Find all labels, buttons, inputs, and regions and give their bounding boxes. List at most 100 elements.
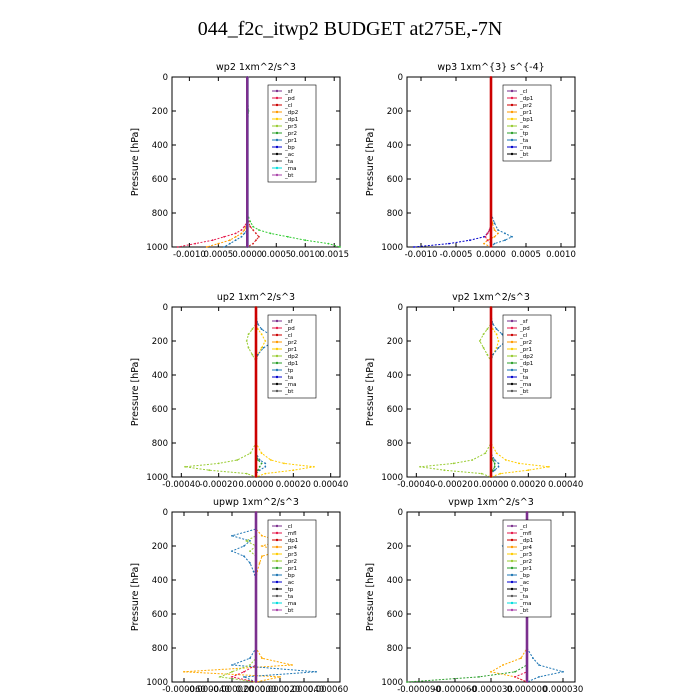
- legend-marker: [275, 608, 279, 612]
- legend-label: _ma: [284, 601, 296, 607]
- legend-label: _ma: [519, 601, 531, 607]
- data-point: [217, 462, 220, 465]
- x-tick-label: -0.00040: [162, 480, 200, 490]
- x-tick-label: -0.0005: [440, 250, 473, 260]
- legend-label: _ma: [519, 145, 531, 151]
- y-axis-label: Pressure [hPa]: [130, 128, 141, 196]
- data-point: [490, 212, 492, 214]
- data-point: [258, 465, 261, 468]
- data-point: [313, 465, 315, 468]
- y-tick-label: 400: [152, 576, 168, 586]
- data-point: [260, 333, 263, 336]
- legend-marker: [510, 96, 514, 100]
- data-point: [208, 469, 211, 472]
- data-point: [255, 545, 257, 547]
- data-point: [484, 452, 487, 455]
- y-tick-label: 1000: [146, 473, 168, 483]
- chart-svg: vpwp 1xm^2/s^3 0 200 400 600 800 1000-0.000090…: [365, 497, 583, 695]
- data-point: [255, 657, 257, 660]
- data-point: [246, 212, 249, 214]
- legend-marker: [275, 531, 279, 535]
- y-tick-label: 400: [152, 371, 168, 381]
- legend-label: _pr4: [284, 545, 298, 551]
- data-point: [249, 452, 252, 455]
- chart-svg: upwp 1xm^2/s^3 0 200 400 600 800 1000-0.000060…: [130, 497, 348, 695]
- legend-marker: [510, 347, 514, 351]
- legend-label: _cl: [519, 524, 528, 530]
- legend-marker: [510, 103, 514, 107]
- data-point: [176, 246, 179, 248]
- y-tick-label: 600: [152, 175, 168, 185]
- data-point: [490, 235, 492, 238]
- legend-label: _tp: [284, 587, 294, 593]
- legend-label: _dp2: [284, 110, 298, 116]
- vpwp-chart: vpwp 1xm^2/s^3 0 200 400 600 800 1000 -0.000090…: [355, 490, 605, 695]
- data-point: [483, 242, 485, 245]
- data-point: [514, 670, 516, 673]
- data-point: [255, 408, 257, 410]
- data-point: [327, 242, 330, 245]
- data-point: [413, 246, 415, 248]
- legend-marker: [275, 152, 279, 156]
- data-point: [255, 476, 257, 478]
- legend-label: _bt: [284, 608, 294, 614]
- data-point: [258, 459, 261, 461]
- y-tick-label: 1000: [381, 473, 403, 483]
- data-point: [492, 459, 494, 461]
- data-point: [497, 346, 500, 349]
- data-point: [495, 328, 498, 330]
- data-point: [501, 333, 504, 336]
- legend-marker: [275, 587, 279, 591]
- legend-label: _bp: [284, 145, 295, 151]
- chart-title: upwp 1xm^2/s^3: [213, 497, 299, 508]
- legend-label: _pd: [519, 326, 530, 332]
- data-point: [246, 144, 249, 146]
- x-tick-label: -0.00020: [200, 480, 238, 490]
- data-point: [243, 232, 246, 235]
- legend-marker: [275, 138, 279, 142]
- data-point: [243, 676, 245, 678]
- legend-marker: [510, 152, 514, 156]
- y-tick-label: 800: [152, 209, 168, 219]
- data-point: [249, 540, 251, 542]
- data-point: [252, 225, 255, 228]
- data-point: [406, 681, 408, 683]
- legend-marker: [510, 110, 514, 114]
- data-point: [490, 178, 492, 180]
- wp3-chart: wp3 1xm^{3} s^{-4} 0 200 400 600 800 1000 -0.00…: [355, 55, 605, 260]
- legend-marker: [275, 347, 279, 351]
- legend-marker: [510, 340, 514, 344]
- data-point: [255, 469, 257, 472]
- legend-label: _ac: [519, 124, 529, 130]
- legend-label: _pr3: [519, 552, 533, 558]
- y-tick-label: 200: [387, 107, 403, 117]
- chart-title: wp3 1xm^{3} s^{-4}: [437, 62, 544, 73]
- data-point: [264, 462, 267, 465]
- data-point: [252, 242, 255, 245]
- y-tick-label: 800: [387, 644, 403, 654]
- legend-label: _pr2: [519, 559, 532, 565]
- data-point: [493, 465, 496, 468]
- legend-marker: [275, 566, 279, 570]
- data-point: [249, 664, 251, 666]
- y-axis-label: Pressure [hPa]: [365, 128, 376, 196]
- data-point: [478, 676, 480, 678]
- data-point: [245, 472, 248, 475]
- legend-label: _bt: [519, 608, 529, 614]
- series-line: [246, 77, 260, 248]
- data-point: [252, 570, 255, 573]
- y-tick-label: 800: [387, 439, 403, 449]
- y-tick-label: 0: [163, 303, 168, 313]
- y-axis-label: Pressure [hPa]: [365, 358, 376, 426]
- data-point: [483, 235, 485, 238]
- legend-label: _ta: [284, 594, 293, 600]
- legend-label: _pr1: [519, 347, 532, 353]
- data-point: [261, 534, 263, 537]
- legend-marker: [510, 145, 514, 149]
- data-point: [261, 555, 263, 558]
- y-tick-label: 200: [152, 542, 168, 552]
- legend-label: _cl: [284, 333, 293, 339]
- data-point: [452, 462, 455, 465]
- series-line: [246, 77, 341, 248]
- x-tick-label: 0.000000: [507, 685, 548, 695]
